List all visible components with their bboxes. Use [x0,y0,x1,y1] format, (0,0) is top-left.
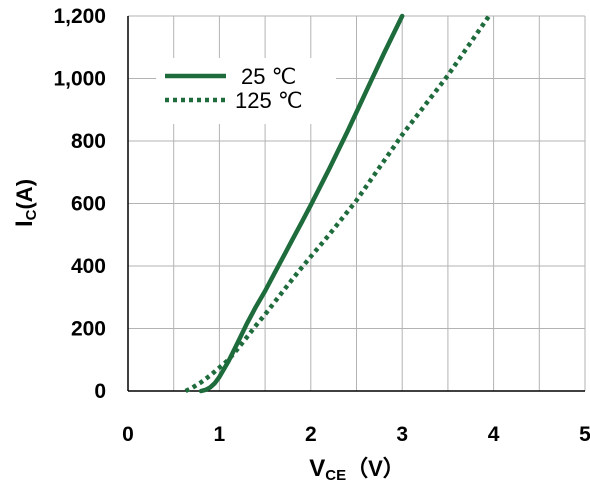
legend-label: 125 ℃ [235,88,303,113]
legend-background [156,58,336,124]
y-tick-label: 0 [94,380,106,403]
y-tick-label: 1,200 [53,5,106,28]
y-axis-title: IC(A) [11,179,40,227]
x-tick-label: 1 [214,423,226,446]
tick-labels: 0 200 400 600 800 1,000 1,200 0 1 2 3 4 5 [53,5,590,446]
y-tick-label: 1,000 [53,68,106,91]
series-line-dotted [184,14,491,394]
y-tick-label: 800 [71,130,106,153]
y-tick-label: 200 [71,318,106,341]
x-tick-label: 0 [122,423,134,446]
series-lines [184,13,491,394]
y-tick-label: 600 [71,193,106,216]
x-tick-label: 3 [396,423,408,446]
series-line-solid [198,13,405,394]
y-tick-label: 400 [71,255,106,278]
legend-label: 25 ℃ [241,64,296,89]
x-tick-label: 5 [579,423,590,446]
x-tick-label: 4 [488,423,500,446]
x-tick-label: 2 [305,423,317,446]
grid [128,15,586,391]
x-axis-title: VCE（V） [309,455,405,484]
